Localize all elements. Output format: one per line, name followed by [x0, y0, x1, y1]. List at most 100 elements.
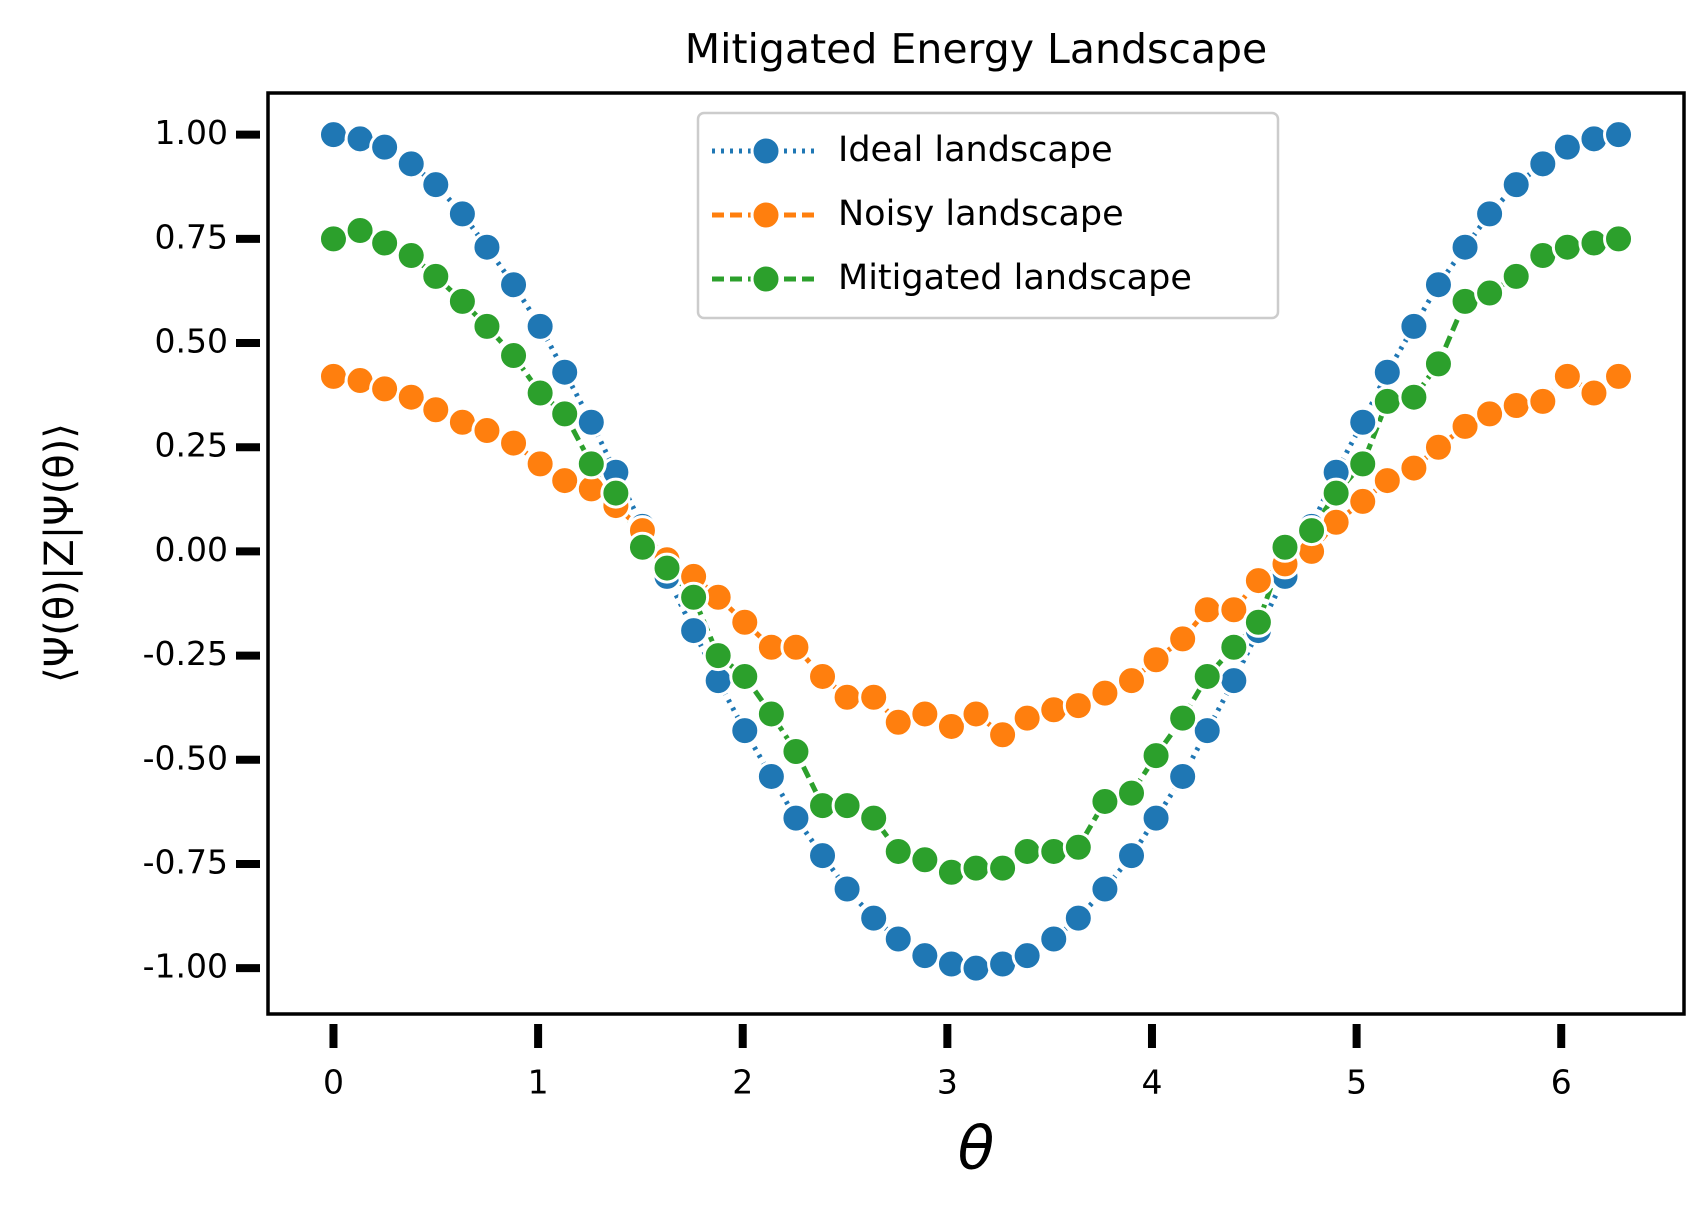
marker — [882, 923, 914, 955]
marker — [471, 310, 503, 342]
marker — [395, 148, 427, 180]
marker — [575, 406, 607, 438]
marker — [1500, 390, 1532, 422]
marker — [1062, 902, 1094, 934]
marker — [1011, 940, 1043, 972]
y-tick-label: 0.50 — [155, 322, 228, 361]
x-axis-label: θ — [958, 1114, 995, 1184]
legend-box — [696, 111, 1280, 320]
marker — [1398, 381, 1430, 413]
marker — [960, 698, 992, 730]
legend-label: Ideal landscape — [838, 130, 1113, 170]
marker — [882, 835, 914, 867]
y-tick-label: -0.75 — [143, 842, 228, 881]
marker — [807, 840, 839, 872]
marker — [960, 952, 992, 984]
marker — [1398, 310, 1430, 342]
series-line — [333, 373, 1620, 738]
marker — [498, 269, 530, 301]
legend-marker — [750, 135, 782, 167]
marker — [1603, 223, 1635, 255]
legend-marker — [750, 199, 782, 231]
marker — [1551, 131, 1583, 163]
marker — [831, 873, 863, 905]
marker — [446, 285, 478, 317]
marker — [858, 802, 890, 834]
marker — [317, 360, 349, 392]
marker — [1167, 623, 1199, 655]
marker — [549, 398, 581, 430]
marker — [498, 427, 530, 459]
marker — [780, 735, 812, 767]
marker — [1371, 385, 1403, 417]
y-tick-label: 1.00 — [155, 113, 228, 152]
marker — [858, 902, 890, 934]
marker — [575, 448, 607, 480]
marker — [1474, 398, 1506, 430]
x-tick-label: 3 — [937, 1063, 958, 1102]
marker — [858, 681, 890, 713]
marker — [1089, 785, 1121, 817]
marker — [729, 606, 761, 638]
marker — [1551, 231, 1583, 263]
marker — [420, 169, 452, 201]
marker — [651, 552, 683, 584]
marker — [1500, 260, 1532, 292]
marker — [317, 119, 349, 151]
marker — [1191, 594, 1223, 626]
marker — [369, 131, 401, 163]
y-axis-label: ⟨Ψ(θ)|Z|Ψ(θ)⟩ — [37, 423, 83, 683]
marker — [1167, 760, 1199, 792]
x-tick-label: 2 — [732, 1063, 753, 1102]
marker — [549, 465, 581, 497]
x-tick-label: 5 — [1346, 1063, 1367, 1102]
legend-label: Noisy landscape — [838, 194, 1124, 234]
x-tick-label: 6 — [1551, 1063, 1572, 1102]
x-tick-label: 4 — [1141, 1063, 1162, 1102]
marker — [1167, 702, 1199, 734]
marker — [1347, 485, 1379, 517]
marker — [600, 477, 632, 509]
marker — [882, 706, 914, 738]
marker — [831, 790, 863, 822]
marker — [1011, 835, 1043, 867]
marker — [729, 715, 761, 747]
marker — [1242, 606, 1274, 638]
marker — [729, 660, 761, 692]
marker — [1038, 923, 1070, 955]
marker — [1527, 148, 1559, 180]
marker — [1320, 477, 1352, 509]
marker — [524, 310, 556, 342]
marker — [935, 710, 967, 742]
marker — [987, 852, 1019, 884]
marker — [1242, 565, 1274, 597]
y-tick-label: 0.75 — [155, 217, 228, 256]
marker — [1191, 660, 1223, 692]
marker — [395, 240, 427, 272]
marker — [1603, 119, 1635, 151]
marker — [549, 356, 581, 388]
marker — [1474, 198, 1506, 230]
marker — [1449, 410, 1481, 442]
marker — [1011, 702, 1043, 734]
marker — [831, 681, 863, 713]
y-tick-label: -0.25 — [143, 634, 228, 673]
marker — [420, 394, 452, 426]
marker — [1551, 360, 1583, 392]
marker — [702, 640, 734, 672]
marker — [909, 940, 941, 972]
marker — [1140, 740, 1172, 772]
marker — [678, 615, 710, 647]
plot-frame — [266, 91, 1686, 1016]
marker — [1218, 594, 1250, 626]
marker — [1347, 406, 1379, 438]
y-tick-label: -1.00 — [143, 947, 228, 986]
marker — [1603, 360, 1635, 392]
marker — [420, 260, 452, 292]
marker — [1371, 356, 1403, 388]
marker — [755, 760, 787, 792]
x-tick-label: 1 — [528, 1063, 549, 1102]
marker — [1578, 377, 1610, 409]
marker — [807, 660, 839, 692]
